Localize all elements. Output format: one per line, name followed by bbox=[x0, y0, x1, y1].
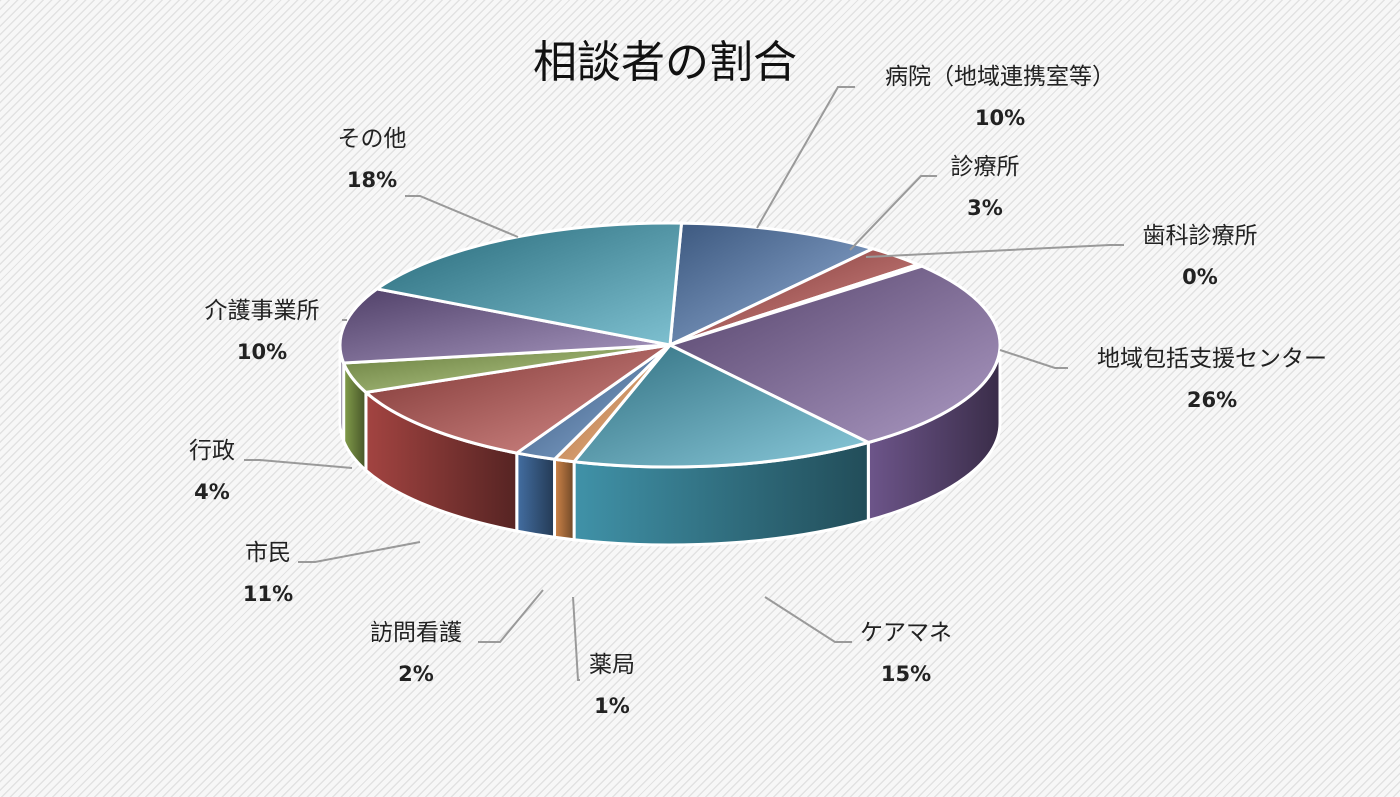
slice-4-label: ケアマネ bbox=[860, 620, 952, 646]
slice-1-leader-line bbox=[849, 175, 937, 251]
slice-2-label: 歯科診療所 bbox=[1143, 223, 1258, 249]
slice-5-percent-label: 1% bbox=[594, 694, 630, 718]
slice-7-top[interactable] bbox=[364, 343, 672, 455]
slice-4-top[interactable] bbox=[572, 343, 870, 469]
slice-1-percent-label: 3% bbox=[967, 196, 1003, 220]
slice-5-label: 薬局 bbox=[589, 652, 635, 678]
slice-7-leader-line bbox=[298, 541, 421, 563]
slice-10-top[interactable] bbox=[375, 221, 684, 347]
slice-8-percent-label: 4% bbox=[194, 480, 230, 504]
chart-title: 相談者の割合 bbox=[533, 37, 797, 88]
slice-2-percent-label: 0% bbox=[1182, 265, 1218, 289]
slice-6-percent-label: 2% bbox=[398, 662, 434, 686]
slice-9-top[interactable] bbox=[338, 287, 672, 365]
leader-lines bbox=[244, 86, 1124, 681]
slice-3-percent-label: 26% bbox=[1187, 388, 1237, 412]
slice-3-label: 地域包括支援センター bbox=[1097, 346, 1327, 372]
slice-3-leader-line bbox=[999, 349, 1068, 369]
slice-8-leader-line bbox=[244, 459, 353, 469]
slice-0-label: 病院（地域連携室等） bbox=[885, 64, 1115, 90]
slice-0-percent-label: 10% bbox=[975, 106, 1025, 130]
slice-9-label: 介護事業所 bbox=[205, 298, 320, 324]
slice-7-label: 市民 bbox=[245, 540, 291, 566]
slice-4-percent-label: 15% bbox=[881, 662, 931, 686]
slice-9-percent-label: 10% bbox=[237, 340, 287, 364]
slice-10-label: その他 bbox=[338, 126, 407, 152]
slice-6-label: 訪問看護 bbox=[370, 620, 462, 646]
slice-0-top[interactable] bbox=[668, 221, 875, 347]
slice-1-label: 診療所 bbox=[951, 154, 1020, 180]
slice-4-leader-line bbox=[764, 596, 852, 643]
slice-5-wall bbox=[553, 457, 576, 542]
slice-labels: 病院（地域連携室等） 10% 診療所 3% 歯科診療所 0% 地域包括支援センター 26% ケア… bbox=[189, 64, 1327, 718]
pie-slices bbox=[338, 221, 1002, 469]
slice-6-leader-line bbox=[478, 589, 544, 643]
slice-10-leader-line bbox=[405, 195, 519, 238]
slice-2-leader-line bbox=[865, 244, 1124, 258]
slice-3-top[interactable] bbox=[668, 264, 1002, 445]
slice-10-percent-label: 18% bbox=[347, 168, 397, 192]
slice-5-leader-line bbox=[572, 596, 580, 681]
slice-8-label: 行政 bbox=[189, 438, 235, 464]
slice-6-wall bbox=[515, 451, 557, 540]
slice-7-percent-label: 11% bbox=[243, 582, 293, 606]
slice-0-leader-line bbox=[756, 86, 855, 229]
